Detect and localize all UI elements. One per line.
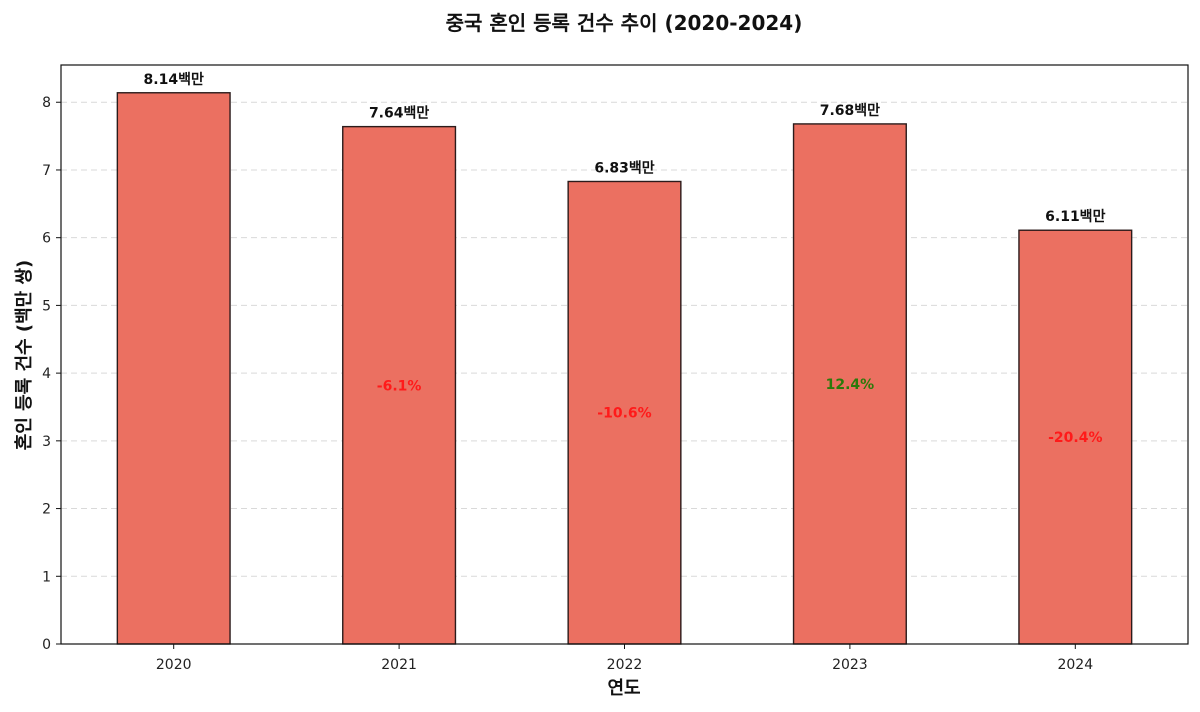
x-tick-label: 2022: [607, 657, 643, 673]
x-axis: 2020 2021 2022 2023 2024: [156, 644, 1093, 673]
y-tick-label: 0: [42, 637, 51, 653]
y-tick-label: 1: [42, 569, 51, 585]
percent-change-label: -10.6%: [597, 406, 651, 422]
y-tick-label: 7: [42, 163, 51, 179]
y-tick-label: 5: [42, 298, 51, 314]
bar-value-label: 7.68백만: [820, 103, 880, 119]
x-tick-label: 2024: [1057, 657, 1093, 673]
bar-2020: [116, 92, 231, 645]
y-axis-label: 혼인 등록 건수 (백만 쌍): [13, 260, 35, 451]
percent-change-label: 12.4%: [826, 377, 875, 393]
bar-2023: [792, 123, 907, 645]
x-axis-label: 연도: [607, 678, 640, 699]
bar-2022: [567, 180, 682, 645]
x-tick-label: 2023: [832, 657, 868, 673]
bar-value-label: 8.14백만: [144, 72, 204, 88]
percent-change-label: -6.1%: [377, 378, 422, 394]
x-tick-label: 2021: [381, 657, 417, 673]
data-labels: 8.14백만 7.64백만 -6.1% 6.83백만 -10.6% 7.68백만 12.4%…: [144, 72, 1106, 446]
y-tick-label: 8: [42, 95, 51, 111]
y-tick-label: 2: [42, 502, 51, 518]
y-tick-label: 4: [42, 366, 51, 382]
y-tick-label: 3: [42, 434, 51, 450]
bar-value-label: 6.11백만: [1045, 209, 1105, 225]
y-axis: 0 1 2 3 4 5 6 7 8: [42, 95, 61, 653]
bar-value-label: 6.83백만: [594, 160, 654, 176]
bar-value-label: 7.64백만: [369, 106, 429, 122]
x-tick-label: 2020: [156, 657, 192, 673]
y-tick-label: 6: [42, 231, 51, 247]
bars: [116, 92, 1133, 645]
percent-change-label: -20.4%: [1048, 430, 1102, 446]
chart-title: 중국 혼인 등록 건수 추이 (2020-2024): [446, 11, 803, 35]
bar-2024: [1018, 229, 1133, 645]
